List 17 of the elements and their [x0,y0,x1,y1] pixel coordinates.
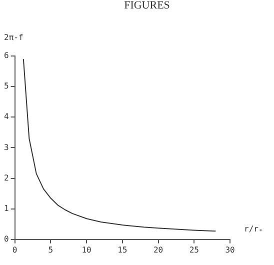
x-tick-label: 30 [225,245,235,254]
y-tick-label: 2 [4,173,9,182]
x-tick-label: 20 [153,245,164,254]
x-tick-label: 5 [48,245,54,254]
text: FIGURES [124,0,170,12]
x-tick-label: 25 [189,245,200,254]
y-axis-title: 2π-f [4,33,24,42]
x-tick-label: 10 [82,245,92,254]
y-tick-label: 5 [4,82,9,91]
x-axis-title: r/r₊ [244,224,264,234]
y-tick-label: 6 [4,51,9,60]
y-tick-label: 0 [4,234,9,244]
y-tick-label: 1 [4,204,9,213]
x-tick-label: 0 [12,245,18,254]
x-tick-label: 15 [118,245,128,254]
y-tick-label: 3 [4,142,9,152]
y-tick-label: 4 [4,112,9,122]
